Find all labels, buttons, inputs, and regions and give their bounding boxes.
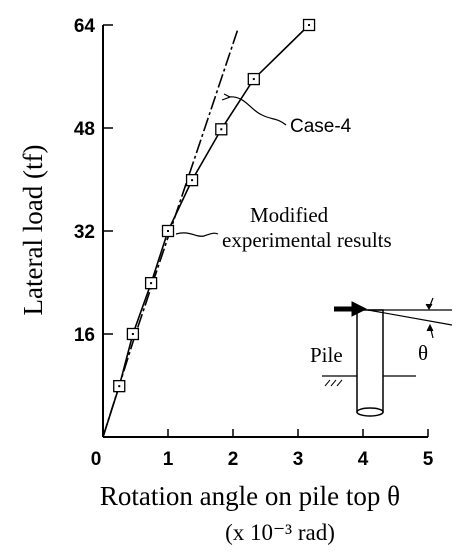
x-tick-label: 4: [358, 449, 369, 470]
data-point-dot: [252, 78, 255, 81]
y-tick-label: 48: [74, 119, 95, 140]
pile-inset: [322, 297, 453, 417]
leader-arrow: [221, 93, 232, 101]
x-tick-label: 3: [293, 449, 304, 470]
leader: [227, 96, 287, 126]
x-axis-label: Rotation angle on pile top θ: [100, 481, 400, 511]
x-tick-label: 2: [228, 449, 239, 470]
y-axis-label: Lateral load (tf): [18, 145, 48, 316]
leader: [175, 232, 219, 237]
y-tick-label: 64: [74, 16, 96, 37]
data-point-dot: [150, 282, 153, 285]
x-tick-label: 0: [91, 449, 102, 470]
data-point-dot: [220, 128, 223, 131]
experimental-annotation: experimental results: [222, 228, 392, 252]
data-point-dot: [191, 179, 194, 182]
x-tick-label: 1: [163, 449, 174, 470]
data-point-dot: [131, 333, 134, 335]
x-tick-label: 5: [423, 449, 434, 470]
data-point-dot: [118, 385, 121, 388]
y-tick-label: 16: [74, 325, 95, 346]
pile-label: Pile: [310, 343, 343, 367]
data-point-dot: [308, 24, 311, 26]
experimental-annotation: Modified: [250, 203, 329, 227]
y-tick-label: 32: [74, 222, 95, 243]
data-point-dot: [167, 230, 169, 232]
theta-label: θ: [418, 341, 428, 365]
x-axis-unit: (x 10⁻³ rad): [225, 520, 335, 545]
case4-annotation: Case-4: [290, 116, 352, 137]
